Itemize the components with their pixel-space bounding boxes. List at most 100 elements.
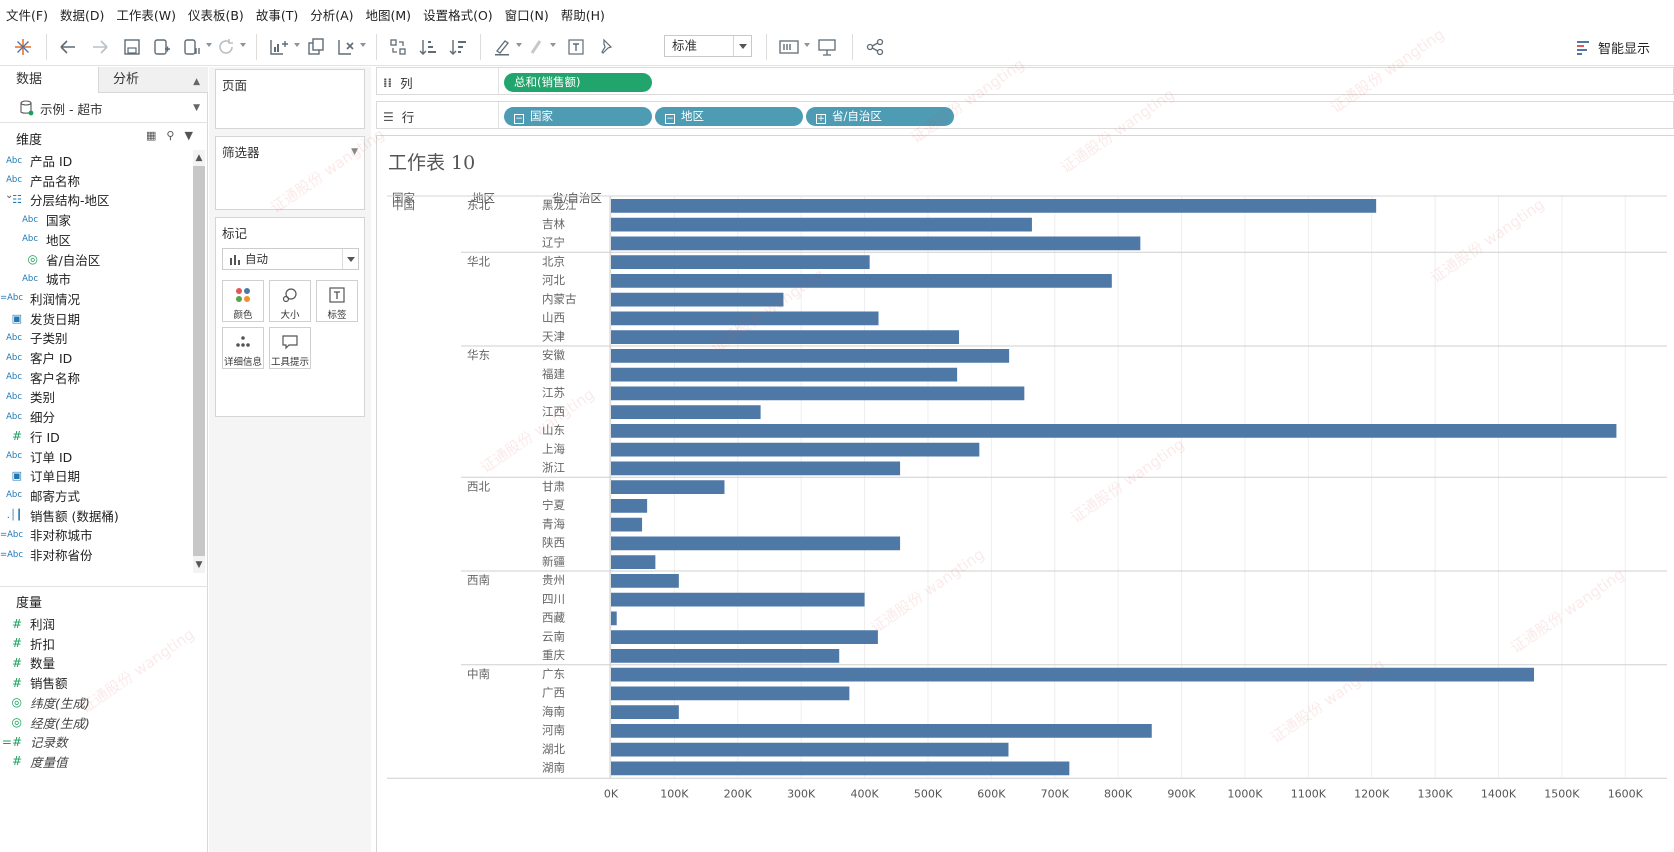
dimension-field[interactable]: ▣ 发货日期 xyxy=(0,308,80,329)
dimension-field[interactable]: Abc 国家 xyxy=(16,209,71,230)
pages-card[interactable]: 页面 xyxy=(215,69,365,129)
bar[interactable] xyxy=(611,705,679,719)
share-icon[interactable] xyxy=(864,37,886,57)
show-cards-icon[interactable] xyxy=(778,37,800,57)
scroll-down-icon[interactable]: ▼ xyxy=(195,560,203,570)
province-label[interactable]: 河南 xyxy=(542,723,565,737)
province-label[interactable]: 江苏 xyxy=(542,386,565,400)
show-me-button[interactable]: 智能显示 xyxy=(1576,37,1650,57)
fit-select[interactable]: 标准 xyxy=(664,35,752,57)
pause-data-icon[interactable] xyxy=(182,37,202,57)
province-label[interactable]: 陕西 xyxy=(542,536,565,550)
label-mark-button[interactable]: 标签 xyxy=(316,280,358,322)
dimension-field[interactable]: # 行 ID xyxy=(0,426,60,447)
dimension-field[interactable]: Abc 客户 ID xyxy=(0,347,72,368)
bar[interactable] xyxy=(611,349,1010,363)
filters-card[interactable]: 筛选器 ▼ xyxy=(215,136,365,210)
swap-rows-columns-icon[interactable] xyxy=(388,37,408,57)
dimension-field[interactable]: Abc 订单 ID xyxy=(0,446,72,467)
tab-analysis[interactable]: 分析 ▲ ▼ xyxy=(98,67,208,113)
scroll-thumb[interactable] xyxy=(193,166,205,556)
dimension-field[interactable]: Abc 城市 xyxy=(16,268,71,289)
dimension-field[interactable]: =Abc 非对称城市 xyxy=(0,524,93,545)
clear-sheet-icon[interactable] xyxy=(336,37,356,57)
bar[interactable] xyxy=(611,611,617,626)
province-label[interactable]: 吉林 xyxy=(542,217,565,231)
bar[interactable] xyxy=(611,311,879,326)
bar[interactable] xyxy=(611,742,1009,757)
region-label[interactable]: 华东 xyxy=(467,348,490,362)
menu-item[interactable]: 故事(T) xyxy=(255,7,299,23)
bar[interactable] xyxy=(611,499,648,513)
bar[interactable] xyxy=(611,686,850,701)
bar[interactable] xyxy=(611,461,901,476)
province-label[interactable]: 宁夏 xyxy=(542,498,565,512)
dimension-field[interactable]: Abc 邮寄方式 xyxy=(0,485,80,506)
region-label[interactable]: 东北 xyxy=(467,198,490,212)
bar[interactable] xyxy=(611,386,1025,401)
province-label[interactable]: 云南 xyxy=(542,629,565,643)
datasource-item[interactable]: 示例 - 超市 xyxy=(20,99,102,117)
region-label[interactable]: 西北 xyxy=(467,479,490,493)
dimension-field[interactable]: ◎ 省/自治区 xyxy=(16,249,101,270)
show-mark-labels-icon[interactable] xyxy=(566,37,586,57)
measure-field[interactable]: ◎ 经度(生成) xyxy=(0,712,90,733)
bar[interactable] xyxy=(611,649,840,663)
bar[interactable] xyxy=(611,255,870,269)
tab-data[interactable]: 数据 xyxy=(0,67,98,93)
dimension-field[interactable]: =Abc 利润情况 xyxy=(0,288,80,309)
bar[interactable] xyxy=(611,536,901,551)
province-label[interactable]: 上海 xyxy=(542,442,565,456)
collapse-icon[interactable]: − xyxy=(665,114,675,124)
pill-region[interactable]: − 地区 xyxy=(655,107,803,126)
province-label[interactable]: 内蒙古 xyxy=(542,292,577,306)
bar[interactable] xyxy=(611,442,980,457)
menu-item[interactable]: 地图(M) xyxy=(365,7,412,23)
header-province[interactable]: 省/自治区 xyxy=(552,191,602,205)
province-label[interactable]: 青海 xyxy=(542,517,565,531)
menu-item[interactable]: 数据(D) xyxy=(59,7,105,23)
bar[interactable] xyxy=(611,724,1152,738)
header-country[interactable]: 国家 xyxy=(392,191,415,205)
province-label[interactable]: 福建 xyxy=(542,367,565,381)
highlight-dropdown-icon[interactable] xyxy=(516,43,522,47)
group-dropdown-icon[interactable] xyxy=(550,43,556,47)
dimension-field[interactable]: ⌄ ☷ 分层结构-地区 xyxy=(0,189,110,210)
bar[interactable] xyxy=(611,555,656,569)
dimension-field[interactable]: Abc 产品 ID xyxy=(0,150,72,171)
sort-descending-icon[interactable] xyxy=(448,37,468,57)
measure-field[interactable]: # 销售额 xyxy=(0,672,68,693)
bar[interactable] xyxy=(611,667,1535,682)
search-icon[interactable]: ⚲ xyxy=(166,129,175,142)
measure-field[interactable]: # 度量值 xyxy=(0,751,68,772)
bar[interactable] xyxy=(611,330,960,344)
province-label[interactable]: 海南 xyxy=(542,704,565,718)
view-toggle-icon[interactable]: ▦ xyxy=(146,129,157,142)
fix-axes-icon[interactable] xyxy=(596,37,616,57)
bar[interactable] xyxy=(611,517,643,532)
measure-field[interactable]: # 利润 xyxy=(0,613,55,634)
chevron-down-icon[interactable]: ▼ xyxy=(351,147,358,157)
color-mark-button[interactable]: 颜色 xyxy=(222,280,264,322)
province-label[interactable]: 山东 xyxy=(542,423,565,437)
header-region[interactable]: 地区 xyxy=(472,191,495,205)
group-members-icon[interactable] xyxy=(526,37,546,57)
region-label[interactable]: 中南 xyxy=(467,667,490,681)
pill-province[interactable]: + 省/自治区 xyxy=(806,107,954,126)
dimension-field[interactable]: Abc 细分 xyxy=(0,406,55,427)
size-mark-button[interactable]: 大小 xyxy=(269,280,311,322)
bar[interactable] xyxy=(611,424,1617,438)
bar[interactable] xyxy=(611,592,865,607)
dimension-field[interactable]: Abc 客户名称 xyxy=(0,367,80,388)
dimension-field[interactable]: Abc 地区 xyxy=(16,229,71,250)
province-label[interactable]: 新疆 xyxy=(542,554,565,568)
dimension-field[interactable]: ▣ 订单日期 xyxy=(0,465,80,486)
region-label[interactable]: 西南 xyxy=(467,573,490,587)
clear-sheet-dropdown-icon[interactable] xyxy=(360,43,366,47)
province-label[interactable]: 黑龙江 xyxy=(542,198,577,212)
province-label[interactable]: 甘肃 xyxy=(542,479,565,493)
bar[interactable] xyxy=(611,630,878,644)
province-label[interactable]: 湖南 xyxy=(542,761,565,775)
bar[interactable] xyxy=(611,217,1032,232)
expand-icon[interactable]: + xyxy=(816,114,826,124)
